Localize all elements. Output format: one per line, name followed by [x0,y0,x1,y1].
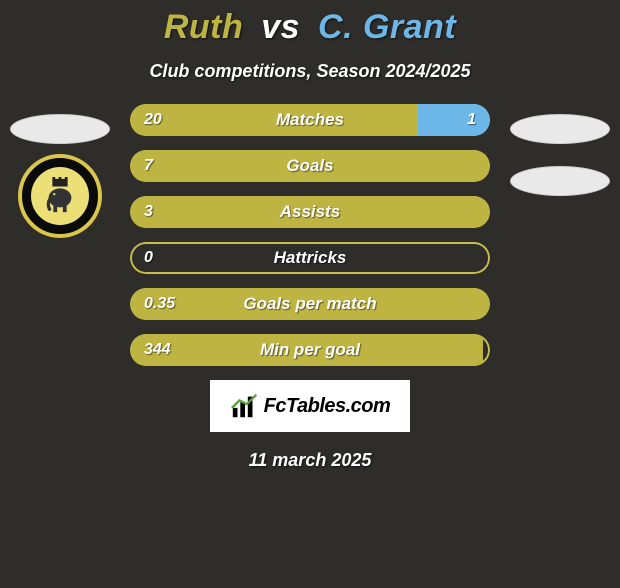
stat-row: Matches20 1 [130,104,490,136]
stat-label: Goals [130,150,490,182]
comparison-arena: Matches20 1 Goals7 Assists3 Hattricks0 Goals … [0,104,620,366]
stat-value-player1: 344 [144,334,171,366]
stat-value-player2: 1 [467,104,476,136]
stat-row: Goals7 [130,150,490,182]
snapshot-date: 11 march 2025 [0,450,620,471]
subtitle: Club competitions, Season 2024/2025 [0,61,620,82]
player2-badge-placeholder-2 [510,166,610,196]
player1-name: Ruth [164,8,243,46]
player2-name: C. Grant [318,8,456,46]
vs-text: vs [261,8,300,46]
stat-label: Hattricks [130,242,490,274]
player1-badge-placeholder [10,114,110,144]
stat-value-player1: 7 [144,150,153,182]
stat-row: Assists3 [130,196,490,228]
stat-row: Hattricks0 [130,242,490,274]
stat-value-player1: 20 [144,104,162,136]
comparison-title: Ruth vs C. Grant [0,8,620,47]
elephant-castle-icon [41,177,79,215]
stat-label: Min per goal [130,334,490,366]
stat-label: Goals per match [130,288,490,320]
club-crest-inner [31,167,89,225]
fctables-logo: FcTables.com [210,380,410,432]
player2-badge-placeholder-1 [510,114,610,144]
stat-value-player1: 0 [144,242,153,274]
stat-value-player1: 3 [144,196,153,228]
stat-label: Matches [130,104,490,136]
club-crest [18,154,102,238]
fctables-text: FcTables.com [264,395,391,418]
stat-label: Assists [130,196,490,228]
stat-bars-container: Matches20 1 Goals7 Assists3 Hattricks0 Goals … [130,104,490,366]
stat-row: Min per goal344 [130,334,490,366]
bar-chart-icon [230,391,260,421]
stat-value-player1: 0.35 [144,288,175,320]
stat-row: Goals per match0.35 [130,288,490,320]
